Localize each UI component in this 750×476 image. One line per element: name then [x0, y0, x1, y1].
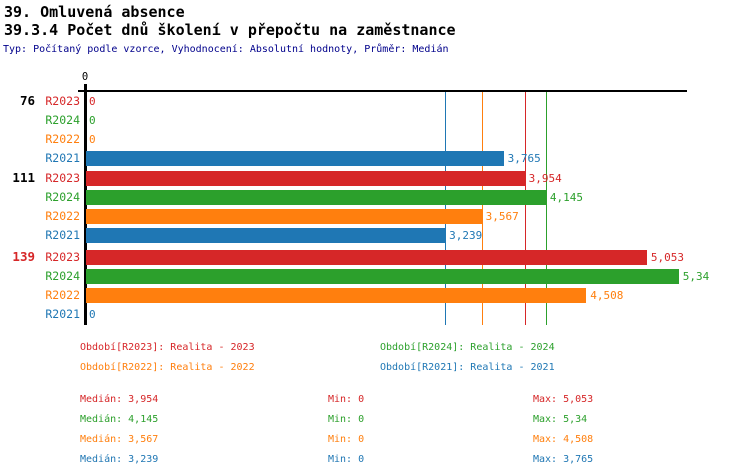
- bar-value-label: 5,34: [682, 269, 710, 283]
- series-row-label-R2022: R2022: [45, 209, 80, 223]
- stat-min-R2021: Min: 0: [328, 454, 365, 465]
- series-row-label-R2024: R2024: [45, 190, 80, 204]
- series-row-label-R2023: R2023: [45, 171, 80, 185]
- series-row-label-R2021: R2021: [45, 307, 80, 321]
- bar-value-label: 5,053: [650, 250, 685, 264]
- legend-entry-R2024: Období[R2024]: Realita - 2024: [380, 342, 555, 353]
- legend-entry-R2021: Období[R2021]: Realita - 2021: [380, 362, 555, 373]
- report-section-title: 39. Omluvená absence: [4, 3, 185, 21]
- stat-max-R2024: Max: 5,34: [533, 414, 588, 425]
- bar-R2022: [86, 287, 587, 303]
- median-line-R2023: [524, 92, 526, 325]
- bar-value-label: 0: [89, 113, 96, 127]
- legend-entry-R2023: Období[R2023]: Realita - 2023: [80, 342, 255, 353]
- y-axis-line: [84, 84, 87, 325]
- stat-max-R2022: Max: 4,508: [533, 434, 594, 445]
- stat-median-R2021: Medián: 3,239: [80, 454, 159, 465]
- bar-value-label: 3,765: [507, 151, 541, 165]
- stat-min-R2023: Min: 0: [328, 394, 365, 405]
- bar-R2023: [86, 170, 525, 186]
- bar-R2022: [86, 208, 482, 224]
- series-row-label-R2023: R2023: [45, 250, 80, 264]
- bar-value-label: 0: [89, 132, 96, 146]
- legend-entry-R2022: Období[R2022]: Realita - 2022: [80, 362, 255, 373]
- bar-R2024: [86, 268, 679, 284]
- series-row-label-R2021: R2021: [45, 151, 80, 165]
- stat-min-R2024: Min: 0: [328, 414, 365, 425]
- chart-title: 39.3.4 Počet dnů školení v přepočtu na z…: [4, 21, 456, 39]
- stat-median-R2022: Medián: 3,567: [80, 434, 159, 445]
- bar-value-label: 0: [89, 94, 96, 108]
- series-row-label-R2022: R2022: [45, 132, 80, 146]
- bar-R2024: [86, 189, 546, 205]
- bar-R2023: [86, 249, 647, 265]
- series-row-label-R2021: R2021: [45, 228, 80, 242]
- group-label: 76: [19, 93, 35, 108]
- bar-value-label: 3,954: [528, 171, 562, 185]
- series-row-label-R2022: R2022: [45, 288, 80, 302]
- bar-value-label: 3,567: [485, 209, 519, 223]
- x-axis-origin-tick-label: 0: [81, 71, 89, 83]
- bar-R2021: [86, 150, 504, 166]
- median-line-R2022: [481, 92, 483, 325]
- group-label: 111: [12, 170, 35, 185]
- stat-min-R2022: Min: 0: [328, 434, 365, 445]
- series-row-label-R2024: R2024: [45, 113, 80, 127]
- series-row-label-R2023: R2023: [45, 94, 80, 108]
- bar-value-label: 4,508: [590, 288, 624, 302]
- bar-value-label: 3,239: [449, 228, 483, 242]
- median-line-R2024: [545, 92, 548, 325]
- stat-max-R2021: Max: 3,765: [533, 454, 594, 465]
- group-label: 139: [12, 249, 35, 264]
- stat-median-R2024: Medián: 4,145: [80, 414, 159, 425]
- bar-R2021: [86, 227, 446, 243]
- series-row-label-R2024: R2024: [45, 269, 80, 283]
- bar-value-label: 4,145: [549, 190, 584, 204]
- chart-subtitle: Typ: Počítaný podle vzorce, Vyhodnocení:…: [3, 44, 449, 55]
- bar-value-label: 0: [89, 307, 96, 321]
- stat-max-R2023: Max: 5,053: [533, 394, 594, 405]
- stat-median-R2023: Medián: 3,954: [80, 394, 159, 405]
- x-axis-line: [78, 90, 687, 92]
